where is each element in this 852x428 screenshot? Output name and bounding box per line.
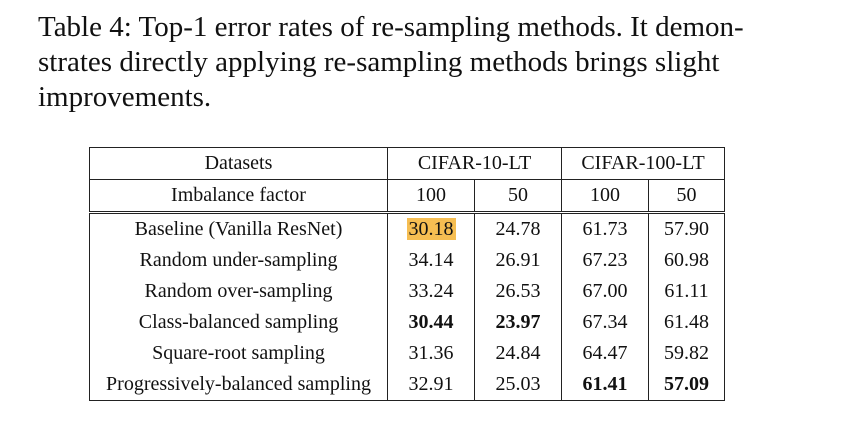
value-cell: 60.98 bbox=[648, 245, 725, 276]
value-cell: 24.84 bbox=[474, 338, 562, 369]
value-cell: 32.91 bbox=[387, 369, 475, 401]
value-cell: 30.44 bbox=[387, 307, 475, 338]
method-cell: Square-root sampling bbox=[89, 338, 388, 369]
value-text: 60.98 bbox=[664, 249, 709, 271]
value-cell: 67.23 bbox=[561, 245, 649, 276]
method-cell: Baseline (Vanilla ResNet) bbox=[89, 211, 388, 245]
factor-header: 100 bbox=[387, 179, 475, 213]
value-cell: 61.11 bbox=[648, 276, 725, 307]
factor-header: 50 bbox=[648, 179, 725, 213]
value-text: 32.91 bbox=[408, 373, 454, 395]
value-cell: 30.18 bbox=[387, 211, 475, 245]
dataset-b-header: CIFAR-100-LT bbox=[561, 147, 725, 180]
factor-header: 50 bbox=[474, 179, 562, 213]
value-cell: 61.73 bbox=[561, 211, 649, 245]
value-text: 61.48 bbox=[664, 311, 709, 333]
dataset-a-header: CIFAR-10-LT bbox=[387, 147, 562, 180]
value-cell: 26.91 bbox=[474, 245, 562, 276]
imbalance-factor-header: Imbalance factor bbox=[89, 179, 388, 213]
value-text: 59.82 bbox=[664, 342, 709, 364]
caption-line: Table 4: Top-1 error rates of re-samplin… bbox=[38, 11, 744, 43]
highlighted-value: 30.18 bbox=[406, 218, 456, 240]
value-text: 23.97 bbox=[495, 311, 541, 333]
method-cell: Random over-sampling bbox=[89, 276, 388, 307]
value-cell: 64.47 bbox=[561, 338, 649, 369]
value-text: 30.44 bbox=[408, 311, 454, 333]
value-cell: 67.00 bbox=[561, 276, 649, 307]
value-cell: 57.90 bbox=[648, 211, 725, 245]
value-text: 24.84 bbox=[495, 342, 541, 364]
table-row: Progressively-balanced sampling 32.91 25.0… bbox=[89, 369, 725, 401]
value-text: 31.36 bbox=[408, 342, 454, 364]
value-text: 61.73 bbox=[582, 218, 628, 240]
value-text: 34.14 bbox=[408, 249, 454, 271]
value-text: 26.91 bbox=[495, 249, 541, 271]
method-cell: Random under-sampling bbox=[89, 245, 388, 276]
method-cell: Class-balanced sampling bbox=[89, 307, 388, 338]
datasets-header: Datasets bbox=[89, 147, 388, 180]
value-cell: 24.78 bbox=[474, 211, 562, 245]
value-cell: 26.53 bbox=[474, 276, 562, 307]
value-text: 67.00 bbox=[582, 280, 628, 302]
factor-header: 100 bbox=[561, 179, 649, 213]
value-text: 67.34 bbox=[582, 311, 628, 333]
value-text: 33.24 bbox=[408, 280, 454, 302]
value-text: 67.23 bbox=[582, 249, 628, 271]
value-cell: 23.97 bbox=[474, 307, 562, 338]
value-text: 26.53 bbox=[495, 280, 541, 302]
caption-line: improvements. bbox=[38, 81, 212, 113]
value-cell: 31.36 bbox=[387, 338, 475, 369]
value-text: 24.78 bbox=[495, 218, 541, 240]
value-cell: 67.34 bbox=[561, 307, 649, 338]
value-text: 57.90 bbox=[664, 218, 709, 240]
results-table: Datasets CIFAR-10-LT CIFAR-100-LT Imbala… bbox=[89, 147, 725, 401]
table-row: Class-balanced sampling 30.44 23.97 67.34 61… bbox=[89, 307, 725, 338]
value-text: 64.47 bbox=[582, 342, 628, 364]
table-row: Baseline (Vanilla ResNet) 30.18 24.78 61.73… bbox=[89, 211, 725, 245]
value-cell: 61.48 bbox=[648, 307, 725, 338]
value-text: 61.41 bbox=[582, 373, 628, 395]
value-cell: 57.09 bbox=[648, 369, 725, 401]
table-row: Square-root sampling 31.36 24.84 64.47 59.82 bbox=[89, 338, 725, 369]
caption-line: strates directly applying re-sampling me… bbox=[38, 46, 720, 78]
table-row: Random under-sampling 34.14 26.91 67.23 60.9… bbox=[89, 245, 725, 276]
method-cell: Progressively-balanced sampling bbox=[89, 369, 388, 401]
table-caption: Table 4: Top-1 error rates of re-samplin… bbox=[38, 10, 828, 115]
value-cell: 61.41 bbox=[561, 369, 649, 401]
header-row-datasets: Datasets CIFAR-10-LT CIFAR-100-LT bbox=[89, 147, 725, 180]
value-text: 57.09 bbox=[664, 373, 709, 395]
value-text: 61.11 bbox=[664, 280, 709, 302]
value-cell: 25.03 bbox=[474, 369, 562, 401]
header-row-imbalance: Imbalance factor 100 50 100 50 bbox=[89, 179, 725, 213]
value-cell: 34.14 bbox=[387, 245, 475, 276]
value-cell: 59.82 bbox=[648, 338, 725, 369]
value-cell: 33.24 bbox=[387, 276, 475, 307]
table-row: Random over-sampling 33.24 26.53 67.00 61.11 bbox=[89, 276, 725, 307]
value-text: 25.03 bbox=[495, 373, 541, 395]
